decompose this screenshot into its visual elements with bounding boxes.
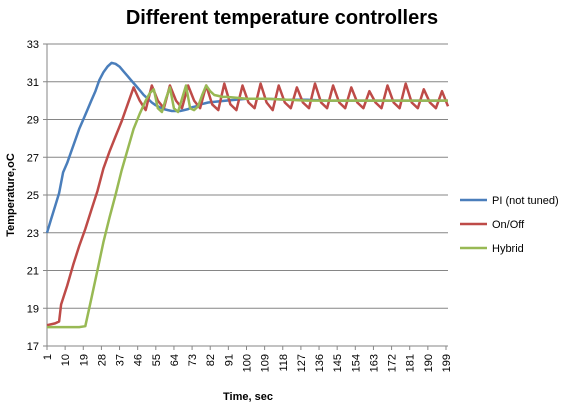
x-tick-label: 91 [223,354,235,366]
y-tick-label: 29 [27,115,39,127]
x-tick-label: 127 [296,354,308,372]
x-tick-label: 1 [42,354,54,360]
x-tick-label: 199 [441,354,453,372]
x-tick-label: 37 [115,354,127,366]
series-line-hybrid [47,84,448,329]
chart-title: Different temperature controllers [126,7,438,29]
x-tick-label: 154 [350,354,362,372]
y-tick-label: 19 [27,303,39,315]
x-ticks: 1 10 19 28 37 46 55 64 73 82 91 100 109 118 127 136 145 1… [42,346,453,372]
x-tick-label: 100 [241,354,253,372]
x-tick-label: 46 [133,354,145,366]
x-tick-label: 73 [187,354,199,366]
x-tick-label: 28 [96,354,108,366]
x-tick-label: 19 [78,354,90,366]
x-tick-label: 10 [60,354,72,366]
x-tick-label: 109 [260,354,272,372]
x-tick-label: 55 [151,354,163,366]
x-tick-label: 145 [332,354,344,372]
x-axis-title: Time, sec [223,391,273,403]
y-ticks: 17 19 21 23 25 27 29 31 33 [27,39,47,353]
legend-label-hybrid: Hybrid [492,243,524,255]
legend: PI (not tuned) On/Off Hybrid [460,195,559,255]
x-tick-label: 181 [405,354,417,372]
legend-label-pi-not-tuned: PI (not tuned) [492,195,559,207]
x-tick-label: 64 [169,354,181,366]
x-tick-label: 190 [423,354,435,372]
y-axis-title: Temperature,oC [5,153,17,237]
x-tick-label: 82 [205,354,217,366]
x-tick-label: 136 [314,354,326,372]
series-line-on-off [46,82,450,327]
x-tick-label: 163 [368,354,380,372]
series-lines [45,61,450,329]
legend-label-on-off: On/Off [492,219,525,231]
y-tick-label: 25 [27,190,39,202]
y-tick-label: 33 [27,39,39,51]
x-tick-label: 118 [278,354,290,372]
y-tick-label: 23 [27,228,39,240]
x-tick-label: 172 [387,354,399,372]
y-tick-label: 31 [27,77,39,89]
grid [47,43,448,309]
y-tick-label: 17 [27,341,39,353]
y-tick-label: 21 [27,266,39,278]
y-tick-label: 27 [27,152,39,164]
